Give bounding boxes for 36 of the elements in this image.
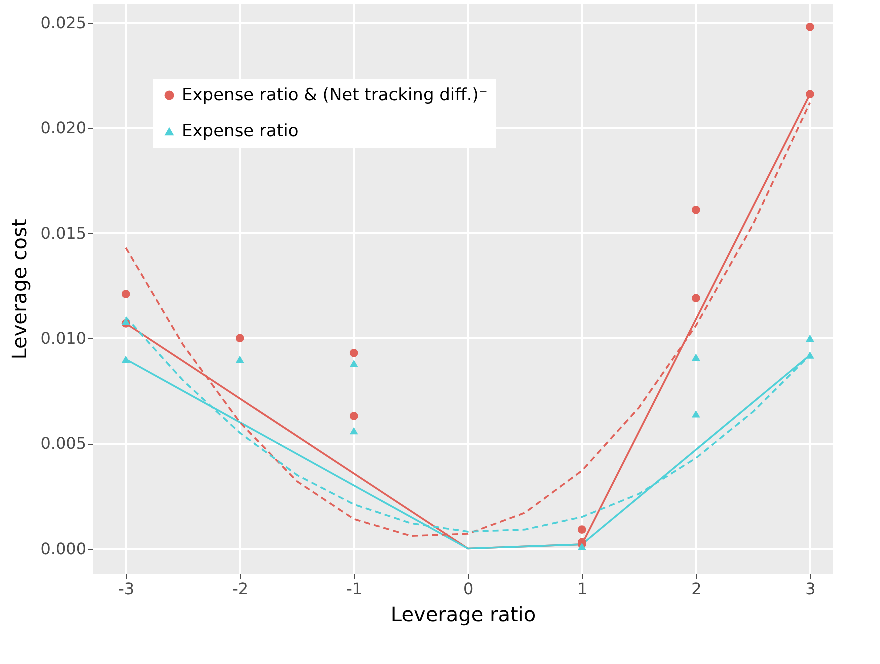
x-tick-label: -1 bbox=[346, 580, 363, 598]
y-tick-label: 0.000 bbox=[40, 539, 86, 558]
point bbox=[236, 356, 244, 364]
y-tick-label: 0.025 bbox=[40, 13, 86, 32]
point bbox=[806, 352, 814, 359]
y-tick-label: 0.010 bbox=[40, 328, 86, 348]
point bbox=[350, 348, 358, 358]
point bbox=[350, 360, 358, 368]
point bbox=[806, 334, 814, 342]
point bbox=[122, 356, 130, 364]
point bbox=[692, 354, 700, 361]
y-axis-title: Leverage cost bbox=[8, 219, 32, 360]
point bbox=[122, 318, 130, 326]
x-tick-label: 0 bbox=[464, 580, 474, 598]
x-tick-label: -3 bbox=[118, 580, 135, 598]
point bbox=[236, 334, 244, 343]
x-tick-label: 3 bbox=[806, 580, 816, 598]
point bbox=[692, 206, 700, 214]
x-tick-label: 1 bbox=[578, 580, 588, 598]
legend-label: Expense ratio & (Net tracking diff.)⁻ bbox=[182, 86, 488, 106]
point bbox=[350, 427, 358, 435]
point bbox=[806, 22, 814, 32]
legend-label: Expense ratio bbox=[182, 122, 299, 142]
point bbox=[578, 526, 586, 534]
point bbox=[692, 294, 700, 303]
point bbox=[806, 90, 814, 99]
point bbox=[578, 543, 586, 550]
x-axis-title: Leverage ratio bbox=[390, 602, 536, 626]
point bbox=[122, 290, 130, 298]
x-tick-label: -2 bbox=[232, 580, 249, 598]
y-tick-label: 0.005 bbox=[40, 434, 86, 454]
y-tick-label: 0.020 bbox=[40, 118, 86, 138]
point bbox=[692, 410, 700, 418]
y-tick-label: 0.015 bbox=[40, 224, 86, 243]
point bbox=[350, 412, 358, 420]
x-tick-label: 2 bbox=[692, 580, 702, 598]
